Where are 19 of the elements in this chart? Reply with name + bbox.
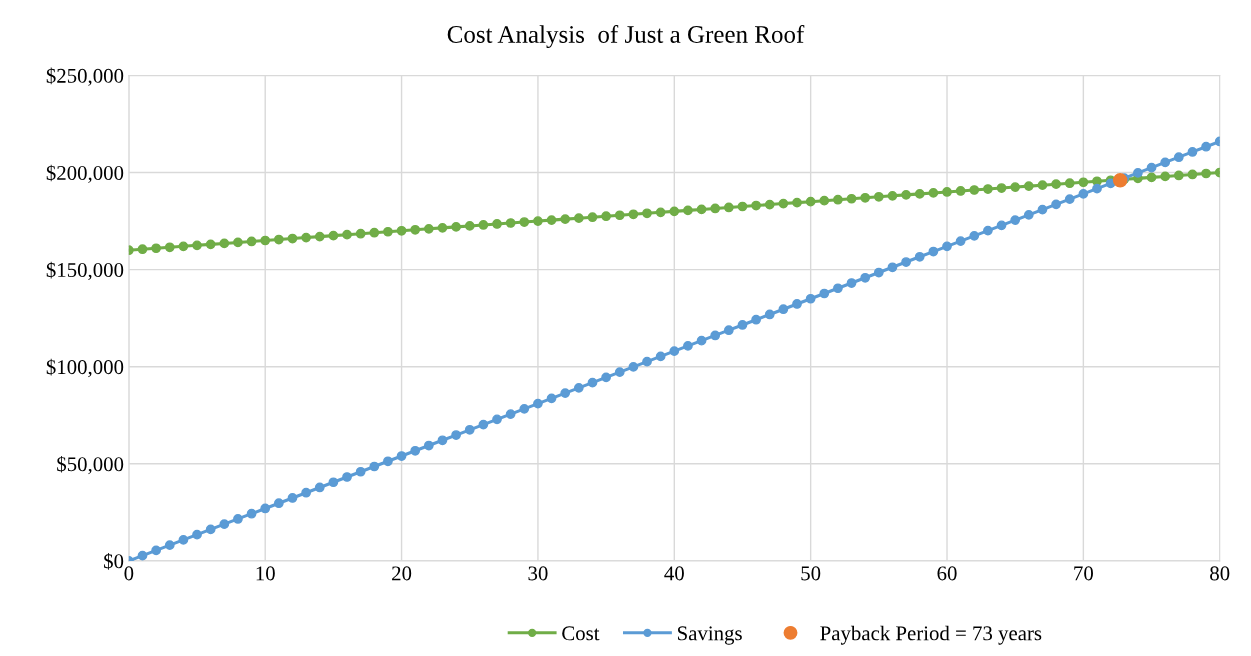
x-tick-label: 60: [937, 566, 957, 581]
y-tick-label: $250,000: [46, 67, 124, 86]
y-tick-label: $0: [104, 553, 124, 570]
x-tick-label: 20: [392, 566, 412, 581]
y-tick-label: $200,000: [46, 164, 124, 183]
y-tick-label: $100,000: [46, 358, 124, 378]
legend-label: Cost: [562, 626, 600, 641]
x-tick-label: 10: [256, 566, 275, 581]
legend-label: Savings: [678, 626, 742, 645]
chart-title: Cost Analysis of Just a Green Roof: [447, 25, 805, 49]
x-tick-label: 80: [1210, 566, 1230, 581]
x-tick-label: 40: [664, 566, 684, 581]
x-tick-label: 50: [801, 566, 821, 581]
x-tick-label: 0: [124, 566, 134, 581]
legend-label: Payback Period = 73 years: [820, 625, 1042, 645]
y-tick-label: $150,000: [46, 261, 124, 281]
x-tick-label: 70: [1074, 566, 1093, 581]
x-tick-label: 30: [528, 566, 548, 581]
y-tick-label: $50,000: [57, 455, 124, 475]
